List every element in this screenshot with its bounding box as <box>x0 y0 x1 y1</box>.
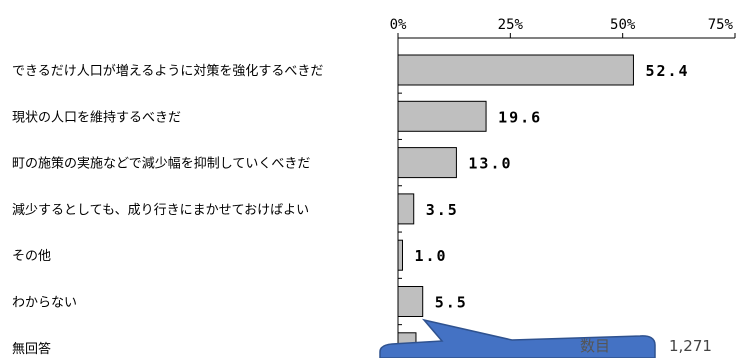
callout-bubble <box>379 318 656 358</box>
bar <box>397 286 424 317</box>
bar <box>397 54 634 86</box>
x-tick-label: 75% <box>708 17 734 33</box>
category-label: わからない <box>12 296 77 311</box>
bar <box>397 193 415 225</box>
callout: 数目 1,271 <box>379 318 712 358</box>
category-label: その他 <box>12 249 51 264</box>
category-labels: できるだけ人口が増えるように対策を強化するべきだ現状の人口を維持するべきだ町の施… <box>12 63 323 357</box>
annotation-label: 数目 <box>580 337 610 355</box>
value-labels: 52.4 19.6 13.0 3.5 1.0 5.5 <box>414 62 689 312</box>
value-label: 13.0 <box>468 155 512 173</box>
x-tick-label: 50% <box>610 17 636 33</box>
category-label: 町の施策の実施などで減少幅を抑制していくべきだ <box>12 156 310 172</box>
value-label: 3.5 <box>426 201 459 219</box>
category-label: できるだけ人口が増えるように対策を強化するべきだ <box>12 63 323 79</box>
category-label: 無回答 <box>12 341 51 357</box>
bar <box>397 100 487 132</box>
bar <box>397 239 403 271</box>
annotation-value: 1,271 <box>669 337 712 355</box>
value-label: 5.5 <box>435 294 468 312</box>
value-label: 19.6 <box>498 108 542 126</box>
x-tick-label: 0% <box>390 17 407 33</box>
bar <box>397 147 457 179</box>
x-axis: 0% 25% 50% 75% <box>390 17 736 358</box>
category-label: 減少するとしても、成り行きにまかせておけばよい <box>12 202 309 218</box>
x-tick-label: 25% <box>498 17 524 33</box>
bars <box>397 54 634 358</box>
value-label: 1.0 <box>414 247 447 265</box>
value-label: 52.4 <box>645 62 689 80</box>
category-label: 現状の人口を維持するべきだ <box>12 110 181 125</box>
